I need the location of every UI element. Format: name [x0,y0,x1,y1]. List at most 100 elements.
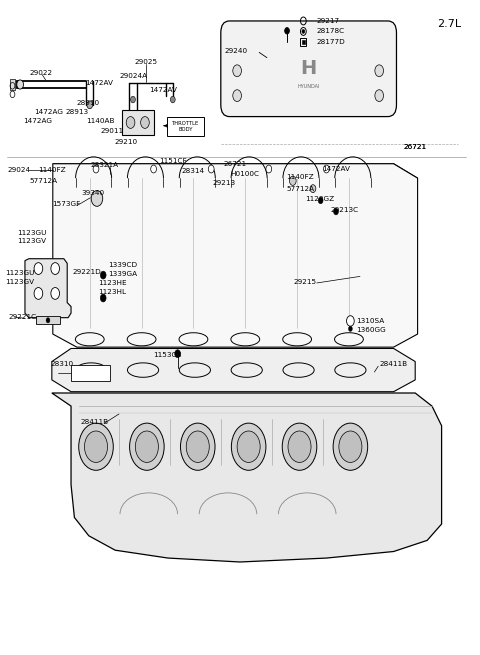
FancyBboxPatch shape [221,21,396,117]
Circle shape [34,263,43,274]
Circle shape [333,423,368,470]
Circle shape [208,165,214,173]
Circle shape [91,191,103,206]
Circle shape [233,65,241,77]
Text: 1123GU: 1123GU [17,229,46,236]
Text: 29215: 29215 [294,278,317,285]
Circle shape [46,318,50,323]
Bar [300,38,306,46]
Circle shape [135,431,158,462]
Text: 26721: 26721 [403,144,426,151]
Polygon shape [52,348,415,392]
Polygon shape [53,164,418,178]
Circle shape [375,65,384,77]
Polygon shape [53,164,418,347]
Circle shape [170,96,175,103]
Circle shape [130,423,164,470]
Text: 29022: 29022 [30,70,53,77]
Text: 26721: 26721 [223,160,246,167]
Circle shape [334,208,338,215]
Circle shape [285,28,289,34]
Polygon shape [52,393,442,562]
Circle shape [175,350,180,358]
Text: 28177D: 28177D [317,39,346,45]
Circle shape [126,117,135,128]
Circle shape [141,117,149,128]
Text: 28411B: 28411B [379,361,408,367]
Circle shape [100,294,106,302]
Text: 29024: 29024 [7,167,30,174]
Text: H0100C: H0100C [230,170,259,177]
Text: 29240: 29240 [225,48,248,54]
Circle shape [302,29,305,33]
Circle shape [51,263,60,274]
Text: 1151CF: 1151CF [159,158,187,164]
Circle shape [310,185,316,193]
Text: 1123HL: 1123HL [98,289,126,295]
Text: 1140AB: 1140AB [86,118,115,124]
Text: 1573GF: 1573GF [52,201,80,208]
Bar [10,79,15,90]
Circle shape [348,326,352,331]
Circle shape [266,165,272,173]
Circle shape [131,96,135,103]
Circle shape [231,423,266,470]
Text: THROTTLE
BODY: THROTTLE BODY [172,121,199,132]
Circle shape [100,271,106,279]
Polygon shape [25,259,71,318]
Text: 28321A: 28321A [90,162,119,168]
Circle shape [79,423,113,470]
Circle shape [300,28,306,35]
Text: 29011: 29011 [101,128,124,134]
Circle shape [51,288,60,299]
Text: 29221C: 29221C [9,314,37,320]
Text: 29213: 29213 [213,180,236,187]
Circle shape [84,431,108,462]
Bar [71,365,110,381]
Text: 1360GG: 1360GG [356,327,386,333]
Circle shape [180,423,215,470]
Text: 1123GV: 1123GV [5,279,34,286]
Text: 1339GA: 1339GA [108,271,137,277]
Text: 29024A: 29024A [119,73,147,79]
Text: 28910: 28910 [77,100,100,107]
Circle shape [34,288,43,299]
Bar [36,316,60,324]
Circle shape [151,165,156,173]
Text: 1472AG: 1472AG [23,117,52,124]
Text: 57712A: 57712A [30,178,58,184]
Circle shape [87,101,93,109]
Text: HYUNDAI: HYUNDAI [298,84,320,89]
Text: 28178C: 28178C [317,28,345,35]
Text: H: H [300,59,317,79]
Text: 57712A: 57712A [286,185,314,192]
Text: 28314: 28314 [181,168,204,174]
Text: 28310: 28310 [50,361,73,367]
Text: 1140FZ: 1140FZ [38,167,66,174]
Text: 29210: 29210 [114,139,137,145]
Text: 1310SA: 1310SA [356,318,384,324]
Text: 39340: 39340 [82,189,105,196]
Text: 29217: 29217 [317,18,340,24]
Text: 1153CB: 1153CB [154,352,182,358]
Text: 29025: 29025 [134,59,157,66]
Text: 1123HE: 1123HE [98,280,127,286]
Circle shape [318,197,323,204]
Circle shape [347,316,354,326]
Bar [302,40,305,44]
Circle shape [375,90,384,102]
Text: 1472AG: 1472AG [35,109,63,115]
Circle shape [237,431,260,462]
Circle shape [93,165,99,173]
Text: 28913: 28913 [65,109,88,115]
Text: 29213C: 29213C [330,206,359,213]
Bar [167,117,204,136]
Circle shape [289,176,296,185]
Text: 1123GV: 1123GV [17,238,46,244]
Text: 1472AV: 1472AV [149,87,177,94]
Circle shape [17,80,24,89]
Text: 28411B: 28411B [81,419,109,425]
Text: 1472AV: 1472AV [323,166,350,172]
Text: 1140FZ: 1140FZ [286,174,314,180]
Circle shape [186,431,209,462]
